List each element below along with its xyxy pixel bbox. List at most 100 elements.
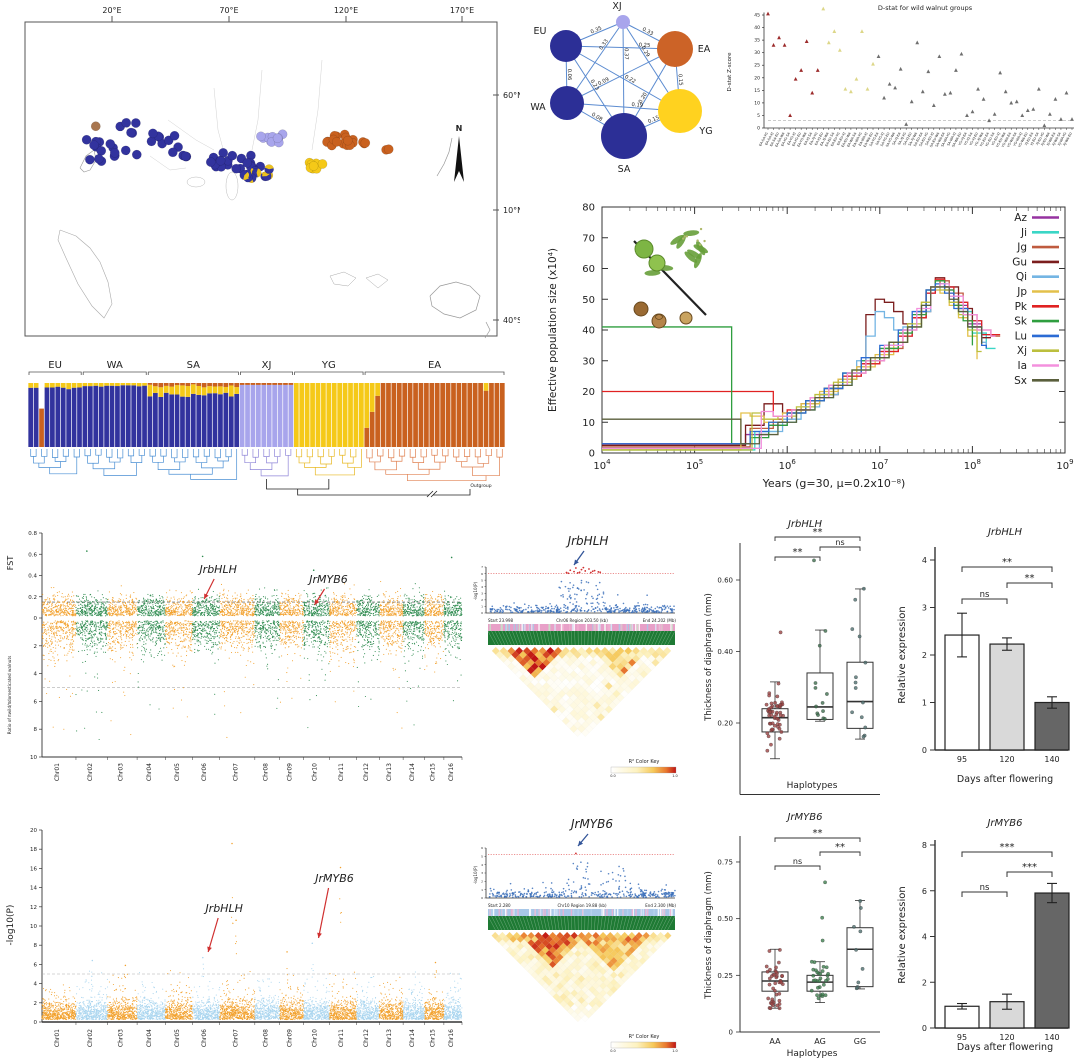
legend-series-label: Ji (1020, 227, 1027, 239)
svg-text:10°N: 10°N (503, 206, 520, 215)
admixture-bar-segment (478, 383, 483, 447)
admixture-bar-segment (369, 411, 375, 447)
dstat-trio-label: EA-YG-EU (791, 131, 802, 147)
svg-text:45: 45 (754, 13, 760, 19)
psmc-series-line (602, 286, 983, 445)
dstat-point (1047, 112, 1052, 116)
data-point (859, 906, 863, 910)
data-point (813, 681, 818, 685)
admixture-bar-segment (489, 383, 494, 447)
admixture-bar-segment (326, 383, 332, 447)
chromosome-label: Chr09 (287, 763, 294, 781)
data-point (863, 660, 868, 665)
admixture-bar-segment (98, 383, 104, 387)
jrbhlh-box-ylabel: Thickness of diaphragm (mm) (704, 593, 714, 722)
dstat-trio-label: EA-SA-YG (758, 131, 769, 147)
data-point (816, 996, 821, 1001)
admixture-bar-segment (87, 386, 93, 447)
admixture-bar-segment (109, 383, 115, 386)
data-point (775, 716, 780, 721)
data-point (818, 972, 823, 976)
admixture-bar-segment (218, 386, 223, 395)
admixture-bar-segment (142, 385, 147, 447)
data-point (773, 981, 778, 986)
data-point (859, 715, 864, 720)
chromosome-label: Chr05 (174, 1029, 181, 1047)
admixture-bar-segment (212, 393, 218, 447)
svg-text:40: 40 (754, 25, 760, 31)
data-point (858, 899, 863, 903)
population-node (658, 89, 702, 133)
jrbhlh-expression-panel: JrbHLH Relative expression Days after fl… (890, 505, 1080, 800)
dstat-point (832, 29, 837, 33)
admixture-bar-segment (125, 385, 131, 447)
jrbhlh-box-title: JrbHLH (786, 519, 822, 530)
significance-label: ** (793, 547, 803, 558)
svg-text:35: 35 (754, 38, 760, 44)
sample-site-dot (120, 145, 131, 156)
expression-bar (989, 643, 1025, 751)
sample-site-dot (256, 131, 266, 142)
admixture-bar-segment (82, 383, 88, 387)
jrmyb6-box-title: JrMYB6 (785, 812, 822, 823)
admixture-bar-segment (266, 383, 272, 385)
dstat-point (1053, 97, 1058, 101)
dstat-trio-label: EA-WA-YG (852, 131, 863, 147)
dstat-trio-label: YG-WA-SA (1006, 131, 1018, 148)
jrbhlh-box-xlabel: Haplotypes (787, 781, 838, 791)
edge-weight-label: 0.15 (647, 115, 660, 125)
dstat-trio-label: SA-YG-EA (869, 131, 880, 147)
chromosome-label: Chr06 (201, 1029, 208, 1047)
dstat-point (920, 89, 925, 94)
admixture-bar-segment (256, 383, 261, 385)
chromosome-label: Chr12 (363, 1029, 370, 1047)
admixture-bar-segment (256, 384, 261, 447)
dstat-point (782, 43, 787, 47)
admixture-bar-segment (93, 383, 99, 386)
dstat-trio-label: SA-WA-EA (935, 131, 946, 148)
jrmyb6-ld-key-min: 0.0 (610, 1049, 616, 1053)
population-node (550, 30, 582, 62)
admixture-bar-segment (434, 383, 440, 447)
significance-label: ** (813, 828, 823, 839)
dstat-trio-label: XJ-EU-SA (1029, 131, 1040, 146)
admixture-bar-segment (212, 383, 218, 387)
jrmyb6-region-mid: Chr10 Region 19.88 (kb) (558, 903, 607, 908)
population-node-label: XJ (612, 1, 621, 12)
admixture-bar-segment (207, 386, 212, 394)
admixture-group-label: YG (321, 360, 336, 371)
admixture-bar-segment (283, 384, 288, 447)
svg-text:107: 107 (871, 458, 888, 472)
jrmyb6-expression-panel: JrMYB6 Relative expression Days after fl… (890, 800, 1080, 1061)
data-point (817, 979, 822, 983)
data-point (765, 969, 770, 974)
sample-site-dot (215, 155, 226, 166)
sample-site-dot (148, 128, 158, 139)
data-point (774, 970, 778, 974)
dstat-point (854, 76, 859, 81)
data-point (769, 713, 774, 717)
jrbhlh-title: JrbHLH (566, 534, 609, 548)
jrbhlh-regional-svg: JrbHLH -log10(P) Start 23.998 Chr06 Regi… (473, 534, 678, 778)
admixture-bar-segment (245, 384, 250, 447)
dstat-trio-label: YG-XJ-WA (974, 131, 985, 147)
admixture-bar-segment (223, 386, 229, 393)
data-point (816, 713, 820, 717)
significance-label: ns (980, 590, 990, 600)
haplotype-tick-label: AA (769, 800, 781, 801)
admixture-bar-segment (483, 390, 489, 447)
population-node (616, 15, 630, 29)
data-point (773, 700, 777, 705)
jrmyb6-boxplot-panel: JrMYB6 Thickness of diaphragm (mm) Haplo… (700, 800, 890, 1061)
jrbhlh-boxplot-svg: JrbHLH Thickness of diaphragm (mm) Haplo… (704, 519, 880, 801)
edge-weight-label: 0.19 (631, 102, 643, 109)
chromosome-label: Chr04 (146, 763, 153, 781)
dstat-point (837, 48, 842, 52)
day-tick-label: 140 (1044, 755, 1059, 764)
dstat-trio-label: XJ-WA-YG (1057, 131, 1068, 146)
data-point (777, 727, 782, 731)
data-point (814, 968, 818, 973)
svg-text:20: 20 (582, 387, 595, 398)
dstat-trio-label: EA-EU-YG (830, 131, 841, 147)
